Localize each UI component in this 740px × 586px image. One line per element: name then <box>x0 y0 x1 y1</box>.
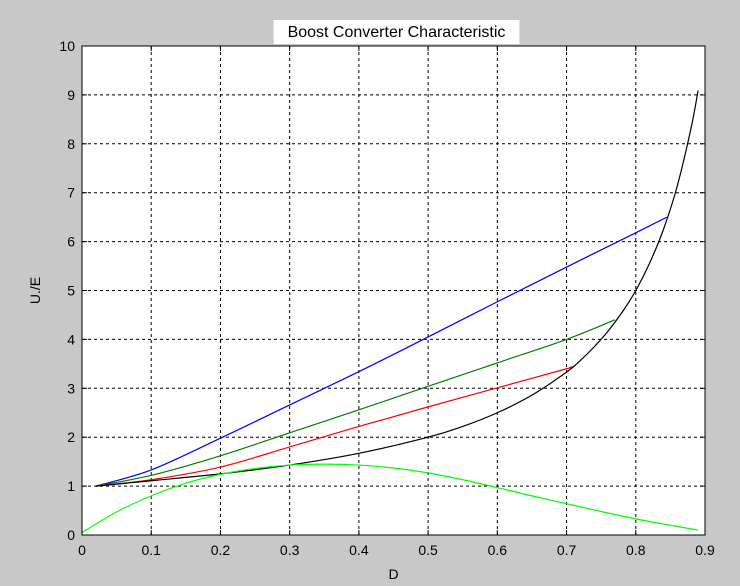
series-line-5 <box>81 463 699 534</box>
y-tick-label: 9 <box>67 87 75 103</box>
x-tick-label: 0.4 <box>349 542 369 558</box>
y-tick-label: 6 <box>67 234 75 250</box>
y-tick-label: 4 <box>67 331 75 347</box>
x-tick-label: 0.2 <box>211 542 231 558</box>
x-axis-label: D <box>388 566 398 582</box>
series-line-1 <box>95 216 668 487</box>
series-line-2 <box>95 319 616 487</box>
y-tick-label: 0 <box>67 527 75 543</box>
tick-labels: 0 0.1 0.2 0.3 0.4 0.5 0.6 0.7 0.8 0.9 0 1 2 3 4 5 6 7 8 9 10 <box>59 38 715 558</box>
x-tick-label: 0.3 <box>280 542 300 558</box>
title-box <box>273 20 520 44</box>
y-tick-label: 1 <box>67 478 75 494</box>
x-tick-label: 0.7 <box>557 542 577 558</box>
y-tick-label: 8 <box>67 136 75 152</box>
x-tick-label: 0.6 <box>488 542 508 558</box>
y-tick-label: 10 <box>59 38 75 54</box>
y-tick-label: 3 <box>67 380 75 396</box>
x-tick-label: 0.9 <box>695 542 715 558</box>
x-tick-label: 0 <box>78 542 86 558</box>
y-tick-label: 2 <box>67 429 75 445</box>
y-tick-label: 7 <box>67 185 75 201</box>
series-line-3 <box>95 366 574 487</box>
chart-title: Boost Converter Characteristic <box>288 24 506 41</box>
y-tick-label: 5 <box>67 283 75 299</box>
x-tick-label: 0.8 <box>626 542 646 558</box>
grid <box>81 45 706 536</box>
y-axis-label: U./E <box>27 277 43 304</box>
axes-frame <box>81 45 706 536</box>
x-tick-label: 0.5 <box>418 542 438 558</box>
x-tick-label: 0.1 <box>141 542 161 558</box>
series-group <box>81 90 699 534</box>
